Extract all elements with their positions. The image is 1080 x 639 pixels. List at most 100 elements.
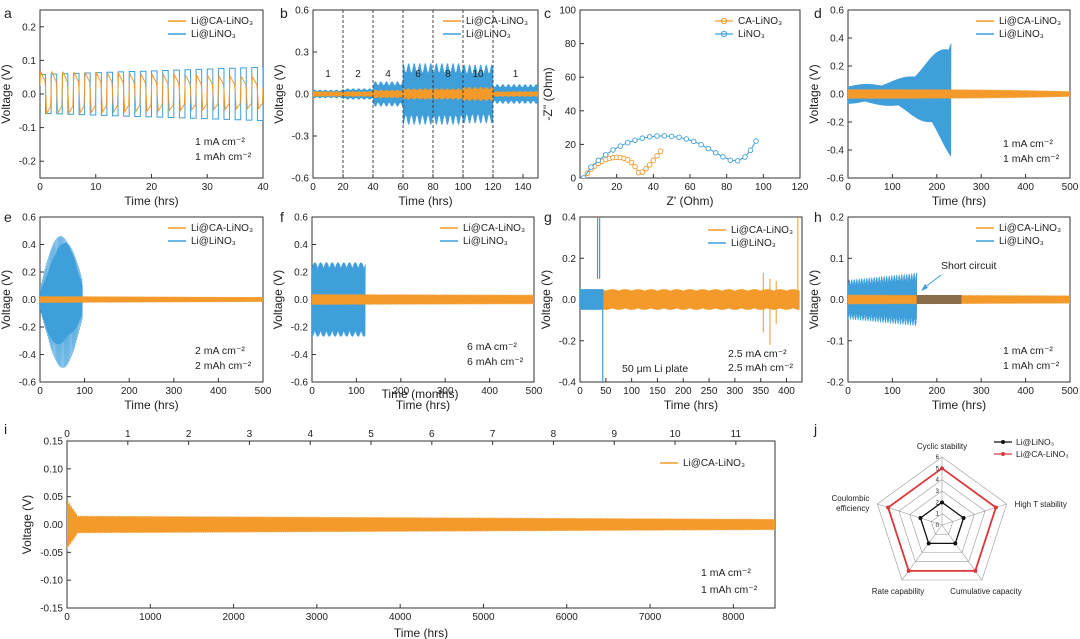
y-tick-label: -0.4 (559, 378, 577, 389)
data-point (727, 157, 734, 163)
y-tick-label: -0.2 (291, 323, 309, 334)
legend-label: Li@LiNO₃ (466, 29, 511, 40)
series-segment (372, 89, 404, 99)
panel-letter-d: d (814, 5, 822, 21)
data-point (654, 133, 660, 139)
x-tick-label: 300 (437, 386, 454, 397)
legend-marker (1001, 452, 1005, 456)
y-tick-label: -0.10 (40, 576, 63, 587)
y-tick-label: 0.4 (830, 34, 844, 45)
y-tick-label: -0.1 (827, 336, 845, 347)
y-axis-label: Voltage (V) (272, 64, 286, 123)
data-point (676, 134, 682, 141)
legend: Li@CA-LiNO₃ (660, 458, 745, 469)
panel-a-plot (40, 66, 263, 122)
x-tick-label: 20 (337, 182, 349, 193)
panel-b-axes: 0 20 40 60 80 100 120 140 -0.6 -0.3 0.0 0.3 0.6 Time … (272, 6, 539, 208)
x-tick-label: 150 (649, 386, 666, 397)
y-tick-label: 0.2 (830, 62, 844, 73)
data-point (683, 136, 690, 142)
y-tick-label: -0.2 (827, 378, 845, 389)
condition-label: 1 mA cm⁻² (1003, 345, 1053, 357)
x-tick-label: 140 (515, 182, 532, 193)
y-tick-label: -0.2 (827, 118, 845, 129)
radar-point (993, 505, 998, 510)
legend: Li@CA-LiNO₃ Li@LiNO₃ (976, 16, 1061, 40)
rate-label: 6 (415, 69, 421, 80)
x-tick-label: 200 (928, 386, 945, 397)
radar-axis-label: High T stability (1015, 500, 1067, 509)
panel-letter-j: j (813, 421, 817, 437)
x-tick-label: 500 (255, 386, 272, 397)
legend-label: Li@CA-LiNO₃ (191, 223, 253, 234)
radar-tick-label: 0 (936, 523, 940, 529)
legend-label: Li@CA-LiNO₃ (463, 223, 525, 234)
y-tick-label: 0.3 (295, 48, 309, 59)
data-point (753, 138, 759, 144)
panel-c-frame (579, 9, 801, 179)
x-tick-label: 100 (884, 182, 901, 193)
top-tick-label: 6 (429, 429, 435, 440)
panel-annotations: 1 mA cm⁻² 1 mAh cm⁻² (1003, 138, 1060, 165)
x-tick-label: 4000 (389, 612, 412, 623)
y-tick-label: 0.0 (22, 90, 36, 101)
y-tick-label: -0.6 (19, 378, 37, 389)
condition-label: 2.5 mAh cm⁻² (728, 362, 794, 374)
y-axis-label: Voltage (V) (20, 495, 34, 554)
x-tick-label: 300 (973, 182, 990, 193)
legend-label: Li@LiNO₃ (999, 236, 1044, 247)
x-tick-label: 400 (1017, 182, 1034, 193)
x-tick-label: 3000 (306, 612, 329, 623)
y-tick-label: 0.0 (830, 295, 844, 306)
legend-label: Li@CA-LiNO₃ (999, 16, 1061, 27)
y-tick-label: 0.6 (22, 213, 36, 224)
radar-series (887, 467, 997, 572)
data-point (654, 153, 660, 159)
legend: Li@CA-LiNO₃ Li@LiNO₃ (976, 223, 1061, 247)
data-point (595, 157, 602, 164)
y-tick-label: 0.6 (830, 6, 844, 17)
panel-h-axes: 0 100 200 300 400 500 -0.2 -0.1 0.0 0.1 0.2 Time (h… (807, 213, 1079, 413)
data-point (661, 133, 668, 139)
y-axis-label: Voltage (V) (0, 64, 13, 123)
legend-label: Li@LiNO₃ (731, 238, 776, 249)
panel-letter-c: c (544, 5, 551, 21)
x-tick-label: 0 (577, 386, 583, 397)
x-tick-label: 5000 (472, 612, 495, 623)
panel-c-plot (580, 133, 759, 178)
x-tick-label: 100 (455, 182, 472, 193)
data-point (747, 147, 754, 154)
callout-arrowhead (921, 284, 928, 291)
y-tick-label: 60 (565, 73, 577, 84)
y-tick-label: -0.4 (291, 350, 309, 361)
series-segment (402, 88, 434, 100)
x-tick-label: 350 (752, 386, 769, 397)
radar-point (953, 541, 958, 546)
legend-label: Li@CA-LiNO₃ (683, 458, 745, 469)
radar-point (940, 466, 944, 471)
x-tick-label: 100 (884, 386, 901, 397)
data-point (624, 139, 631, 146)
x-axis-label: Time (hrs) (932, 398, 986, 412)
legend: Li@CA-LiNO₃ Li@LiNO₃ (168, 16, 253, 40)
top-tick-label: 9 (611, 429, 617, 440)
rate-label: 1 (325, 69, 331, 80)
panel-c-axes: 0 20 40 60 80 100 120 0 20 40 60 80 100 Z' (Ohm) -Z'' … (541, 6, 809, 209)
y-axis-label: -Z'' (Ohm) (541, 67, 555, 120)
data-point (668, 133, 675, 140)
x-tick-label: 0 (309, 386, 315, 397)
rate-label: 8 (445, 69, 451, 80)
x-tick-label: 400 (778, 386, 795, 397)
x-tick-label: 120 (792, 182, 809, 193)
x-tick-label: 7000 (639, 612, 662, 623)
radar-tick-label: 3 (936, 489, 940, 495)
radar-series (919, 501, 965, 544)
y-axis-label: Voltage (V) (0, 270, 13, 329)
data-point (617, 143, 624, 149)
series-line (580, 289, 604, 310)
panel-g-plot (580, 217, 800, 382)
y-tick-label: 0.2 (22, 22, 36, 33)
condition-label: 2 mAh cm⁻² (195, 360, 252, 372)
rate-label: 1 (513, 69, 519, 80)
